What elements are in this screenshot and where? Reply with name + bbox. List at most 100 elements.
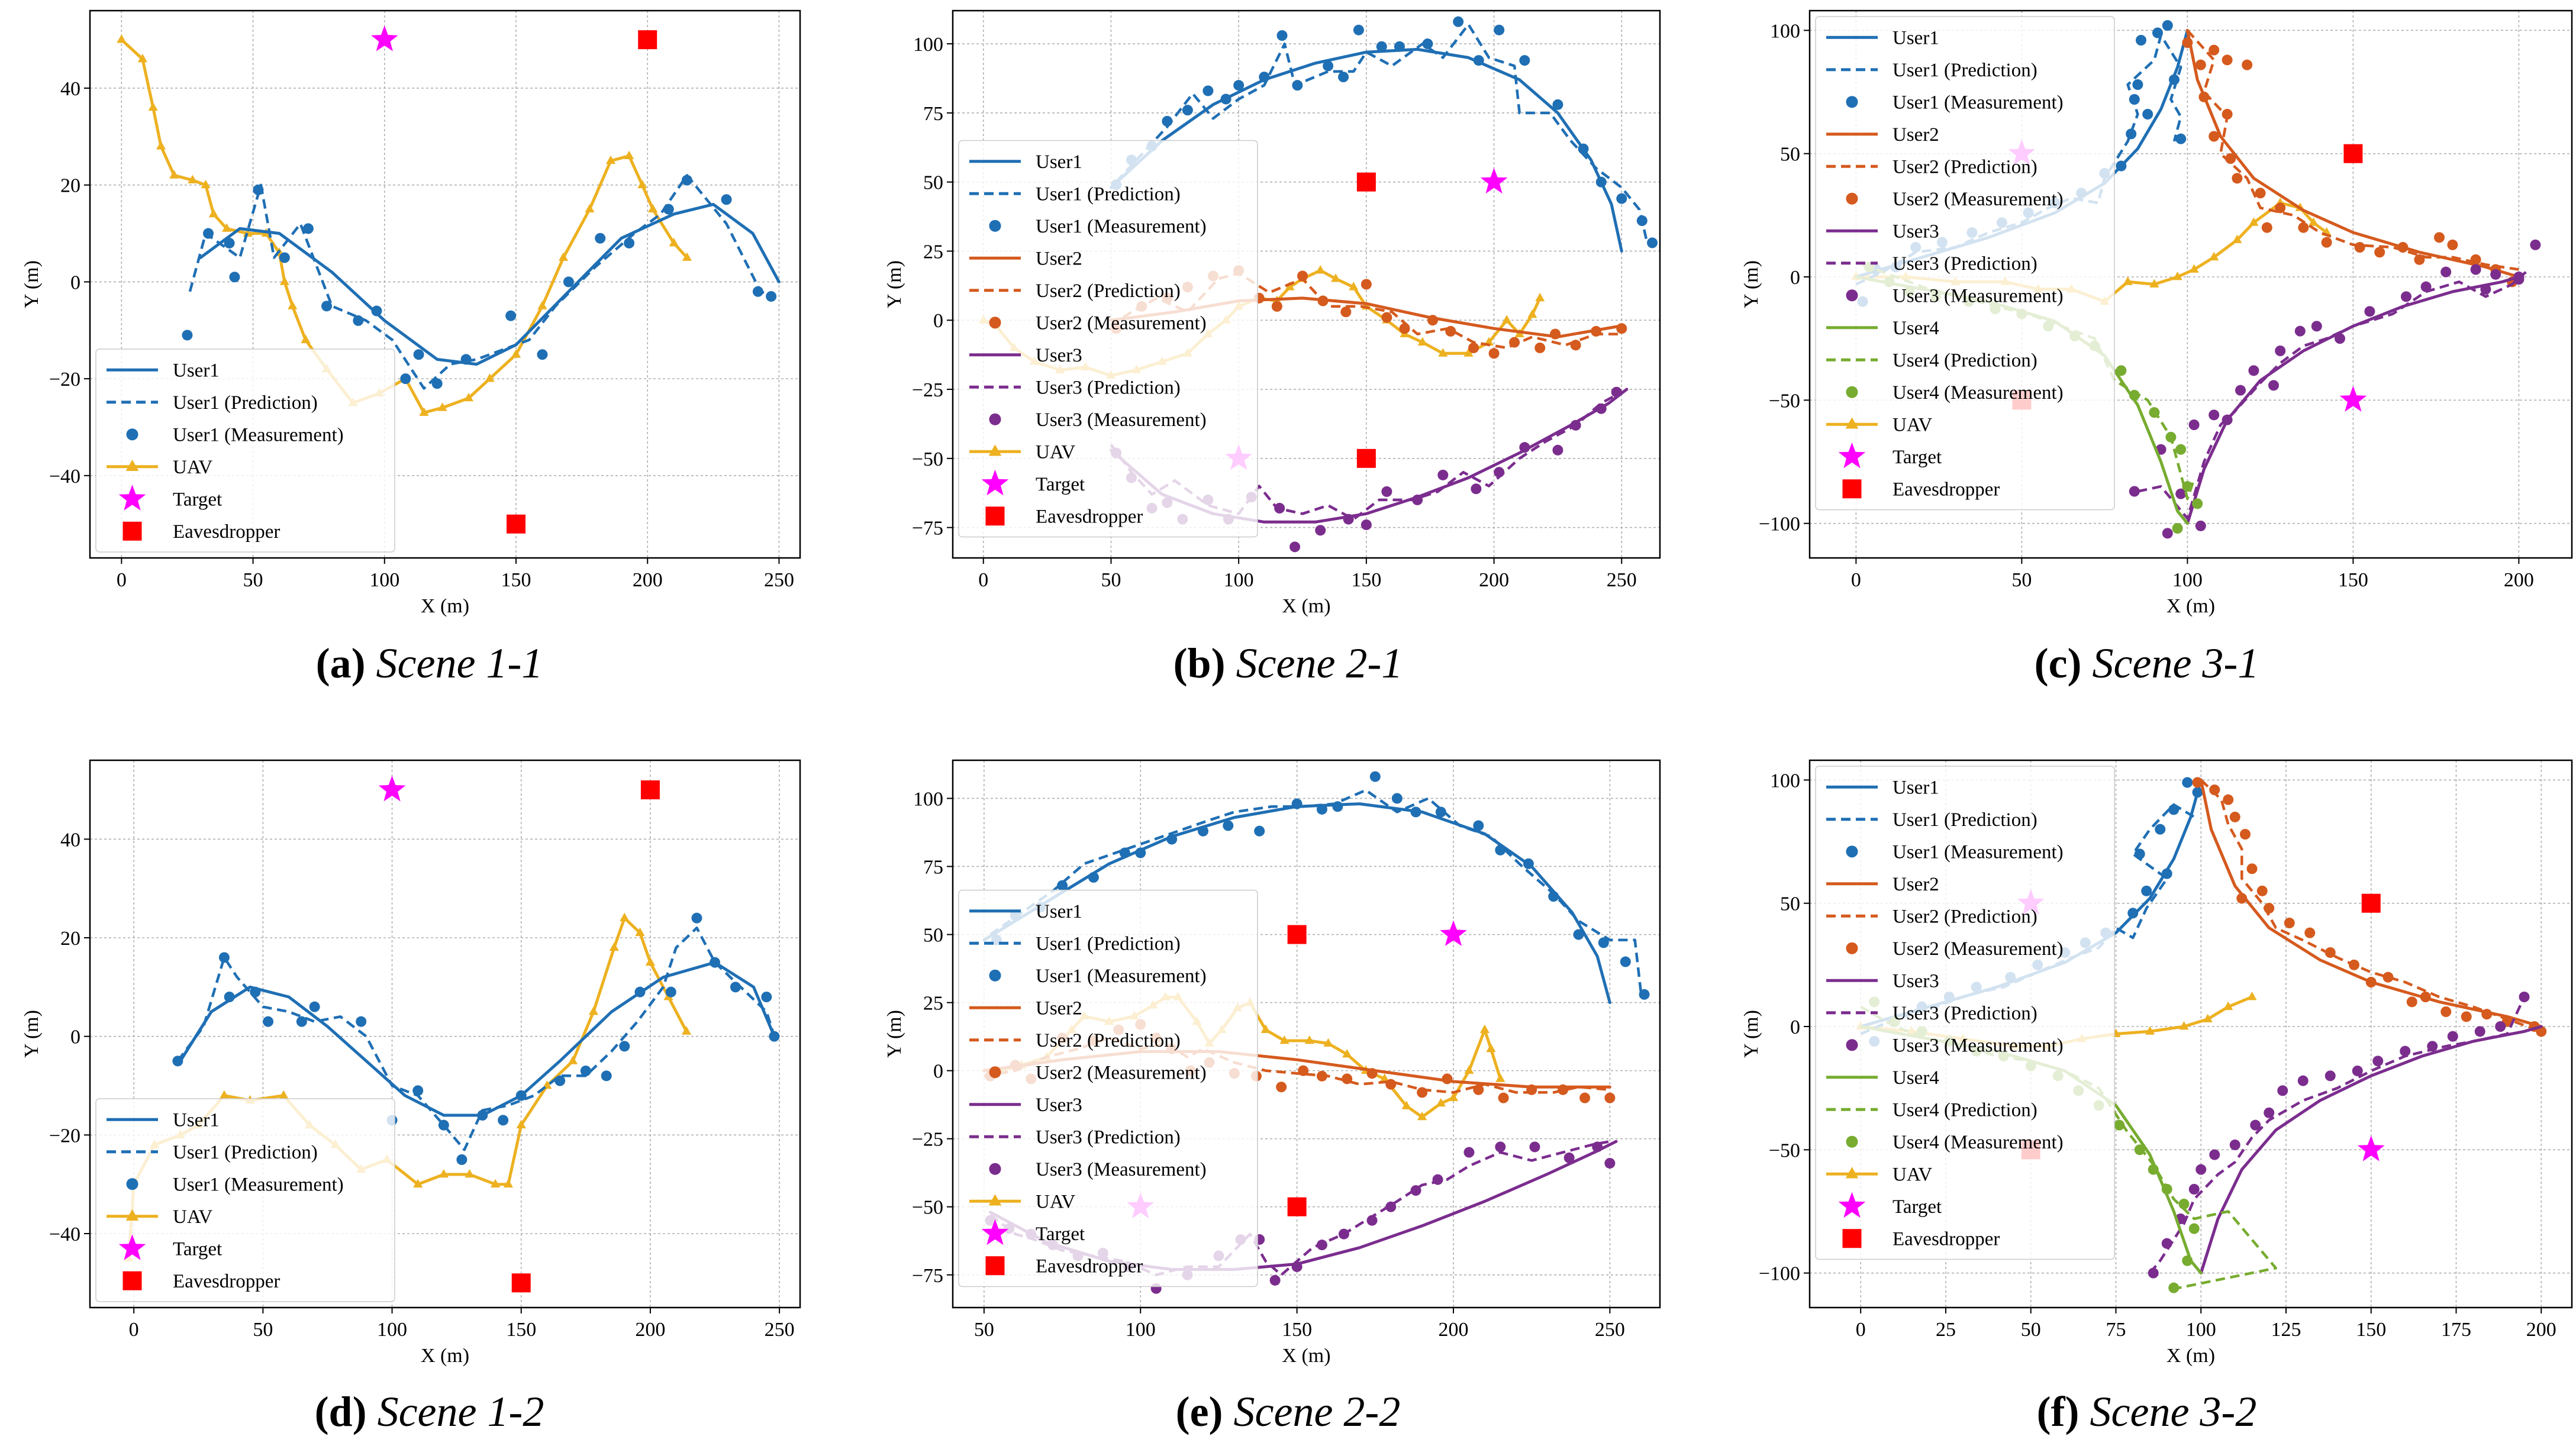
measurement-point [2182, 481, 2193, 492]
measurement-point [1432, 1174, 1443, 1185]
measurement-point [2440, 1006, 2452, 1017]
legend: User1 User1 (Prediction) User1 (Measuremen… [958, 889, 1258, 1287]
measurement-point [263, 1016, 274, 1027]
measurement-point [1616, 193, 1627, 204]
measurement-point [1381, 486, 1392, 497]
measurement-point [182, 330, 193, 341]
legend-label: User3 [1892, 221, 1939, 242]
legend-label: User2 (Measurement) [1892, 938, 2064, 960]
measurement-point [2188, 1223, 2200, 1234]
y-tick-label: 0 [1790, 267, 1800, 289]
measurement-point [2182, 37, 2193, 49]
measurement-point [2434, 232, 2445, 243]
measurement-point [2248, 365, 2259, 376]
legend-label: User2 (Prediction) [1036, 1030, 1181, 1051]
uav-marker [1438, 348, 1448, 357]
uav-marker [609, 942, 619, 951]
measurement-point [1523, 858, 1534, 869]
legend-label: Eavesdropper [1036, 506, 1143, 527]
measurement-point [1647, 237, 1658, 248]
series-user3 [2129, 239, 2541, 539]
measurement-point [1088, 872, 1099, 883]
uav-marker [669, 237, 679, 247]
measurement-point [1611, 386, 1622, 398]
measurement-point [2324, 1070, 2336, 1082]
caption-c: (c) Scene 3-1 [1717, 639, 2576, 688]
legend-label: User1 [1036, 901, 1082, 922]
measurement-point [2198, 91, 2210, 102]
legend-label: User1 (Measurement) [1036, 966, 1207, 987]
x-tick-label: 50 [243, 569, 263, 591]
measurement-point [2268, 380, 2279, 391]
true-path [2185, 275, 2520, 525]
true-path [179, 961, 776, 1117]
measurement-point [1595, 176, 1607, 188]
measurement-point [1223, 820, 1234, 831]
legend-label: Target [1036, 474, 1085, 495]
x-tick-label: 150 [2338, 569, 2368, 591]
measurement-point [172, 1056, 183, 1067]
measurement-point [691, 912, 702, 924]
legend-label: User3 [1036, 345, 1082, 366]
measurement-point [279, 252, 290, 263]
x-tick-label: 200 [635, 1319, 665, 1341]
legend-label: UAV [1892, 1164, 1932, 1185]
measurement-point [1558, 1084, 1569, 1095]
x-tick-label: 75 [2106, 1319, 2126, 1341]
y-axis-label: Y (m) [21, 1010, 43, 1058]
measurement-point [2168, 804, 2180, 815]
measurement-point [2264, 903, 2275, 914]
measurement-point [2397, 242, 2409, 253]
measurement-point [624, 237, 635, 248]
legend-box [95, 348, 395, 553]
legend-key [989, 317, 1001, 329]
uav-marker [1417, 337, 1427, 346]
measurement-point [1315, 525, 1326, 536]
legend-label: User3 (Measurement) [1892, 1035, 2064, 1056]
y-tick-label: 0 [70, 1027, 80, 1048]
measurement-point [2335, 333, 2345, 344]
measurement-point [1323, 60, 1334, 72]
measurement-point [2172, 523, 2183, 534]
measurement-point [1276, 30, 1288, 41]
measurement-point [2255, 188, 2266, 199]
x-tick-label: 150 [1351, 569, 1381, 591]
uav-marker [635, 927, 645, 937]
measurement-point [1471, 483, 1482, 495]
y-tick-label: 0 [1790, 1016, 1800, 1038]
legend-label: Eavesdropper [1892, 1228, 2000, 1250]
measurement-point [1292, 80, 1303, 91]
measurement-point [1297, 270, 1308, 282]
measurement-point [2406, 996, 2417, 1008]
measurement-point [250, 986, 261, 998]
measurement-point [2427, 1041, 2438, 1052]
caption-label: (c) [2034, 640, 2082, 687]
measurement-point [2298, 222, 2309, 233]
measurement-point [2209, 785, 2220, 795]
measurement-point [1057, 880, 1068, 891]
x-tick-label: 0 [129, 1319, 139, 1341]
x-tick-label: 250 [1607, 569, 1637, 591]
legend-label: User4 (Prediction) [1892, 1099, 2037, 1121]
uav-marker [485, 373, 495, 382]
x-axis-label: X (m) [1282, 1345, 1330, 1367]
uav-marker [1417, 1111, 1427, 1121]
y-tick-label: 50 [1780, 893, 1800, 915]
y-tick-label: 50 [1780, 144, 1800, 166]
measurement-point [1220, 93, 1231, 105]
legend-key [988, 1194, 1002, 1206]
measurement-point [1291, 798, 1302, 809]
measurement-point [2447, 1031, 2458, 1042]
measurement-point [2134, 1144, 2145, 1155]
measurement-point [1162, 115, 1173, 127]
measurement-point [2175, 444, 2187, 455]
measurement-point [2129, 390, 2140, 401]
measurement-point [2192, 498, 2203, 509]
measurement-point [2470, 254, 2481, 265]
legend-label: User3 (Measurement) [1892, 285, 2064, 306]
uav-marker [413, 1179, 423, 1188]
eavesdropper-marker [511, 1273, 531, 1293]
measurement-point [1437, 469, 1449, 480]
y-tick-label: −40 [49, 466, 80, 488]
legend-label: User4 (Prediction) [1892, 350, 2037, 371]
